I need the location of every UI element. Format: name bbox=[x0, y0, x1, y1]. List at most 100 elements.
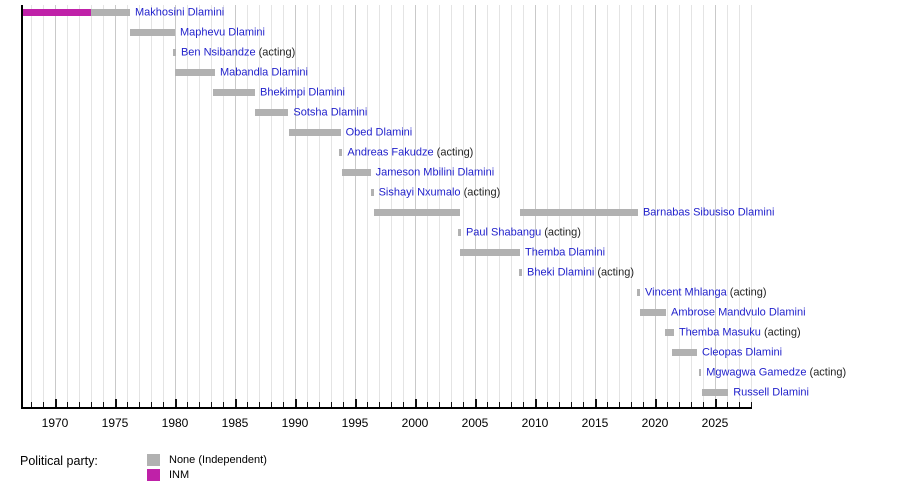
term-bar bbox=[91, 9, 130, 16]
row-label: Makhosini Dlamini bbox=[135, 6, 224, 19]
row-label: Themba Dlamini bbox=[525, 246, 605, 259]
pm-name-link[interactable]: Andreas Fakudze bbox=[347, 146, 434, 158]
axis-year-label: 2010 bbox=[521, 416, 549, 430]
pm-name-link[interactable]: Themba Dlamini bbox=[525, 246, 606, 258]
major-gridline bbox=[175, 5, 176, 407]
legend-swatch bbox=[147, 468, 160, 481]
minor-tick bbox=[67, 402, 68, 407]
minor-gridline bbox=[199, 5, 200, 407]
minor-gridline bbox=[559, 5, 560, 407]
minor-tick bbox=[499, 402, 500, 407]
pm-name-link[interactable]: Obed Dlamini bbox=[345, 126, 413, 138]
minor-tick bbox=[379, 402, 380, 407]
minor-gridline bbox=[91, 5, 92, 407]
minor-gridline bbox=[67, 5, 68, 407]
minor-tick bbox=[571, 402, 572, 407]
minor-tick bbox=[643, 402, 644, 407]
legend-title: Political party: bbox=[20, 454, 98, 468]
major-tick bbox=[715, 399, 717, 407]
term-bar bbox=[22, 9, 91, 16]
minor-gridline bbox=[367, 5, 368, 407]
minor-tick bbox=[679, 402, 680, 407]
minor-gridline bbox=[163, 5, 164, 407]
row-label: Mgwagwa Gamedze (acting) bbox=[706, 366, 846, 379]
row-label: Maphevu Dlamini bbox=[180, 26, 265, 39]
minor-tick bbox=[307, 402, 308, 407]
major-tick bbox=[295, 399, 297, 407]
major-tick bbox=[175, 399, 177, 407]
pm-name-link[interactable]: Maphevu Dlamini bbox=[180, 26, 265, 38]
pm-name-link[interactable]: Paul Shabangu bbox=[465, 226, 542, 238]
major-tick bbox=[115, 399, 117, 407]
minor-gridline bbox=[691, 5, 692, 407]
pm-name-link[interactable]: Bhekimpi Dlamini bbox=[260, 86, 346, 98]
term-bar bbox=[373, 209, 460, 216]
minor-tick bbox=[583, 402, 584, 407]
major-tick bbox=[55, 399, 57, 407]
legend-swatch bbox=[147, 453, 160, 466]
major-gridline bbox=[235, 5, 236, 407]
minor-gridline bbox=[619, 5, 620, 407]
minor-gridline bbox=[583, 5, 584, 407]
major-gridline bbox=[115, 5, 116, 407]
row-label: Bheki Dlamini (acting) bbox=[527, 266, 634, 279]
row-label: Vincent Mhlanga (acting) bbox=[645, 286, 767, 299]
pm-name-link[interactable]: Russell Dlamini bbox=[733, 386, 809, 398]
legend-label: None (Independent) bbox=[169, 453, 267, 466]
pm-name-link[interactable]: Cleopas Dlamini bbox=[702, 346, 783, 358]
row-label: Sotsha Dlamini bbox=[293, 106, 367, 119]
minor-tick bbox=[151, 402, 152, 407]
acting-suffix: (acting) bbox=[760, 326, 801, 338]
minor-gridline bbox=[727, 5, 728, 407]
major-tick bbox=[235, 399, 237, 407]
row-label: Sishayi Nxumalo (acting) bbox=[379, 186, 501, 199]
minor-gridline bbox=[427, 5, 428, 407]
minor-tick bbox=[619, 402, 620, 407]
term-bar bbox=[213, 89, 256, 96]
minor-gridline bbox=[331, 5, 332, 407]
minor-tick bbox=[283, 402, 284, 407]
pm-name-link[interactable]: Jameson Mbilini Dlamini bbox=[375, 166, 495, 178]
minor-tick bbox=[211, 402, 212, 407]
row-label: Cleopas Dlamini bbox=[702, 346, 782, 359]
pm-name-link[interactable]: Mabandla Dlamini bbox=[219, 66, 308, 78]
pm-name-link[interactable]: Ambrose Mandvulo Dlamini bbox=[671, 306, 806, 318]
pm-name-link[interactable]: Makhosini Dlamini bbox=[135, 6, 225, 18]
row-label: Mabandla Dlamini bbox=[220, 66, 308, 79]
minor-gridline bbox=[127, 5, 128, 407]
term-bar bbox=[664, 329, 674, 336]
minor-gridline bbox=[259, 5, 260, 407]
row-label: Russell Dlamini bbox=[733, 386, 809, 399]
minor-tick bbox=[427, 402, 428, 407]
pm-name-link[interactable]: Mgwagwa Gamedze bbox=[706, 366, 807, 378]
major-tick bbox=[415, 399, 417, 407]
pm-name-link[interactable]: Barnabas Sibusiso Dlamini bbox=[642, 206, 775, 218]
minor-gridline bbox=[511, 5, 512, 407]
pm-name-link[interactable]: Sotsha Dlamini bbox=[293, 106, 368, 118]
major-gridline bbox=[715, 5, 716, 407]
pm-name-link[interactable]: Themba Masuku bbox=[678, 326, 761, 338]
major-tick bbox=[655, 399, 657, 407]
minor-gridline bbox=[151, 5, 152, 407]
minor-tick bbox=[127, 402, 128, 407]
pm-name-link[interactable]: Ben Nsibandze bbox=[180, 46, 256, 58]
legend-entry: None (Independent) bbox=[147, 453, 267, 466]
pm-name-link[interactable]: Sishayi Nxumalo bbox=[378, 186, 461, 198]
minor-tick bbox=[691, 402, 692, 407]
minor-gridline bbox=[631, 5, 632, 407]
pm-name-link[interactable]: Vincent Mhlanga bbox=[645, 286, 727, 298]
major-tick bbox=[475, 399, 477, 407]
minor-tick bbox=[391, 402, 392, 407]
minor-tick bbox=[523, 402, 524, 407]
minor-gridline bbox=[79, 5, 80, 407]
minor-tick bbox=[163, 402, 164, 407]
minor-tick bbox=[451, 402, 452, 407]
term-bar bbox=[702, 389, 729, 396]
minor-tick bbox=[703, 402, 704, 407]
minor-gridline bbox=[103, 5, 104, 407]
pm-name-link[interactable]: Bheki Dlamini bbox=[527, 266, 595, 278]
major-gridline bbox=[535, 5, 536, 407]
term-bar bbox=[457, 229, 461, 236]
minor-gridline bbox=[43, 5, 44, 407]
minor-tick bbox=[727, 402, 728, 407]
